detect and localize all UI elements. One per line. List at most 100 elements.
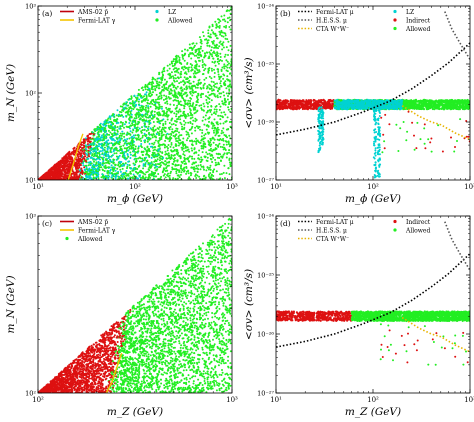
indirect-point (304, 101, 308, 104)
allowed-point (201, 61, 204, 63)
lz-point (106, 147, 109, 150)
allowed-point (98, 123, 101, 126)
allowed-point (139, 106, 142, 109)
allowed-point (162, 128, 165, 131)
allowed-point (223, 164, 226, 167)
allowed-point (147, 128, 150, 131)
y-axis-label: m_N (GeV) (5, 64, 17, 122)
allowed-point (228, 92, 231, 95)
lz-point (99, 162, 102, 164)
allowed-point (93, 153, 96, 155)
allowed-point (104, 166, 107, 169)
allowed-point (193, 70, 196, 73)
allowed-point (145, 104, 148, 107)
allowed-point (169, 126, 172, 128)
allowed-point (170, 71, 173, 74)
allowed-point (220, 129, 223, 132)
allowed-point (195, 119, 198, 121)
lz-point (108, 172, 111, 175)
allowed-point (206, 105, 209, 108)
allowed-point (129, 133, 132, 136)
allowed-point (213, 108, 216, 111)
allowed-point (202, 143, 205, 145)
allowed-point (209, 53, 212, 56)
indirect-point (61, 169, 64, 172)
indirect-point (66, 172, 69, 175)
allowed-point (212, 175, 215, 177)
allowed-point (227, 79, 230, 82)
allowed-point (100, 125, 103, 128)
indirect-point (68, 169, 71, 172)
allowed-point (152, 129, 155, 132)
allowed-point (129, 106, 132, 108)
allowed-point (186, 131, 189, 134)
indirect-point (63, 171, 66, 173)
allowed-point (162, 67, 165, 70)
allowed-point (223, 65, 226, 68)
allowed-point (156, 82, 159, 85)
allowed-point (204, 155, 207, 158)
allowed-point (181, 89, 184, 91)
allowed-point (103, 143, 106, 146)
allowed-point (165, 167, 168, 170)
allowed-point (127, 108, 130, 111)
allowed-point (218, 26, 221, 29)
allowed-point (209, 84, 212, 87)
allowed-point (184, 117, 187, 119)
allowed-point (161, 171, 164, 174)
allowed-point (188, 102, 191, 105)
allowed-point (217, 145, 220, 148)
allowed-point (206, 153, 209, 156)
indirect-point (64, 174, 67, 177)
allowed-point (215, 26, 218, 29)
allowed-point (206, 51, 209, 54)
allowed-point (149, 105, 152, 108)
allowed-point (219, 105, 222, 108)
allowed-point (211, 161, 214, 163)
indirect-point (306, 107, 310, 110)
allowed-point (205, 77, 208, 79)
allowed-point (140, 100, 143, 103)
allowed-point (211, 55, 214, 58)
allowed-point (171, 166, 174, 169)
allowed-point (97, 135, 100, 138)
allowed-point (218, 92, 221, 95)
allowed-point (210, 154, 213, 157)
allowed-point (143, 128, 146, 131)
allowed-point (97, 139, 100, 142)
lz-point (154, 102, 157, 105)
allowed-point (152, 91, 154, 94)
allowed-point (115, 152, 118, 155)
lz-point (95, 150, 97, 153)
allowed-point (213, 124, 216, 127)
allowed-point (184, 92, 187, 95)
allowed-point (168, 160, 171, 163)
allowed-point (227, 141, 230, 143)
allowed-point (164, 176, 167, 179)
allowed-point (127, 104, 130, 107)
allowed-point (181, 169, 184, 172)
allowed-point (197, 168, 200, 171)
allowed-point (224, 140, 227, 143)
allowed-point (179, 155, 182, 158)
allowed-point (206, 44, 209, 47)
allowed-point (151, 153, 154, 156)
allowed-point (147, 102, 149, 105)
allowed-point (185, 172, 188, 175)
allowed-point (227, 108, 230, 111)
allowed-point (167, 96, 170, 98)
allowed-point (111, 133, 114, 135)
allowed-point (146, 140, 149, 143)
allowed-point (135, 98, 138, 101)
indirect-point (279, 102, 282, 105)
lz-point (115, 122, 118, 125)
allowed-point (158, 137, 161, 140)
allowed-point (165, 134, 168, 136)
allowed-point (223, 14, 226, 17)
allowed-point (169, 73, 172, 76)
allowed-point (179, 118, 182, 121)
legend-entry: LZ (168, 9, 176, 16)
allowed-point (205, 159, 208, 162)
allowed-point (129, 119, 132, 122)
